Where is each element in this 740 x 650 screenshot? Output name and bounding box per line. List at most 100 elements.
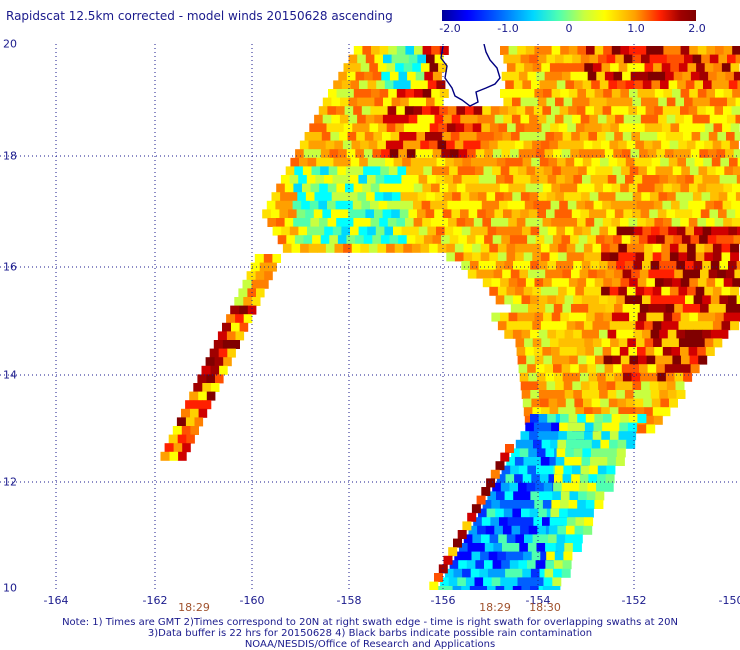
wind-cell: [537, 54, 547, 64]
wind-cell: [606, 465, 616, 475]
wind-cell: [601, 407, 611, 417]
wind-cell: [604, 364, 614, 374]
wind-cell: [719, 175, 729, 184]
wind-cell: [614, 132, 624, 141]
wind-cell: [719, 261, 729, 270]
wind-cell: [568, 278, 578, 288]
wind-cell: [715, 312, 725, 322]
wind-cell: [639, 269, 649, 279]
wind-cell: [318, 106, 328, 116]
wind-cell: [529, 381, 539, 391]
wind-cell: [606, 192, 616, 202]
wind-cell: [637, 414, 647, 423]
wind-cell: [542, 106, 552, 116]
wind-cell: [557, 439, 567, 449]
wind-cell: [702, 295, 712, 305]
wind-cell: [375, 226, 385, 236]
wind-cell: [708, 71, 718, 81]
wind-cell: [528, 372, 538, 382]
wind-cell: [676, 390, 686, 399]
wind-cell: [272, 254, 281, 263]
wind-cell: [616, 261, 626, 270]
wind-cell: [568, 89, 578, 98]
wind-cell: [160, 451, 170, 461]
wind-cell: [668, 175, 677, 184]
wind-cell: [520, 209, 530, 219]
wind-cell: [657, 304, 666, 313]
wind-cell: [566, 321, 576, 331]
wind-cell: [454, 243, 464, 253]
wind-cell: [589, 54, 599, 64]
wind-cell: [439, 218, 449, 227]
wind-cell: [612, 355, 622, 365]
wind-cell: [627, 422, 637, 432]
wind-cell: [651, 157, 661, 167]
wind-cell: [542, 218, 552, 227]
wind-cell: [420, 63, 430, 73]
wind-cell: [487, 175, 497, 184]
wind-cell: [411, 140, 421, 150]
wind-cell: [610, 63, 620, 73]
wind-cell: [605, 132, 615, 141]
wind-cell: [640, 132, 649, 141]
wind-cell: [376, 157, 386, 167]
wind-cell: [389, 149, 399, 159]
wind-cell: [465, 577, 475, 587]
wind-cell: [691, 132, 701, 141]
wind-cell: [672, 166, 682, 176]
wind-cell: [365, 114, 375, 124]
wind-cell: [658, 192, 668, 202]
wind-cell: [466, 235, 476, 245]
wind-cell: [710, 261, 720, 270]
wind-cell: [693, 295, 703, 305]
wind-cell: [628, 347, 638, 356]
wind-cell: [615, 381, 625, 391]
wind-cell: [336, 218, 346, 227]
wind-cell: [623, 381, 633, 391]
wind-cell: [607, 295, 617, 305]
wind-cell: [559, 422, 569, 432]
wind-cell: [572, 543, 582, 552]
wind-cell: [536, 372, 546, 382]
wind-cell: [612, 166, 622, 176]
wind-cell: [577, 500, 587, 509]
wind-cell: [553, 568, 563, 578]
wind-cell: [422, 218, 432, 227]
wind-cell: [724, 166, 734, 176]
wind-cell: [259, 279, 269, 289]
wind-cell: [281, 226, 291, 236]
wind-cell: [385, 157, 394, 167]
wind-cell: [507, 200, 517, 210]
wind-cell: [547, 295, 557, 305]
wind-cell: [413, 200, 422, 210]
wind-cell: [307, 157, 317, 167]
wind-cell: [668, 157, 678, 167]
wind-cell: [598, 192, 608, 202]
wind-cell: [618, 252, 628, 262]
wind-cell: [683, 114, 693, 124]
wind-cell: [695, 252, 705, 262]
wind-cell: [710, 192, 720, 202]
wind-cell: [737, 80, 740, 90]
wind-cell: [617, 157, 627, 167]
wind-cell: [421, 123, 431, 133]
wind-cell: [669, 243, 679, 253]
wind-cell: [427, 226, 437, 236]
wind-cell: [721, 243, 731, 253]
wind-cell: [642, 261, 651, 270]
wind-cell: [349, 175, 359, 184]
wind-cell: [694, 157, 704, 167]
wind-cell: [319, 183, 329, 193]
wind-cell: [560, 278, 570, 288]
wind-cell: [686, 157, 695, 167]
wind-cell: [644, 243, 654, 253]
wind-cell: [509, 235, 519, 245]
wind-cell: [487, 261, 497, 270]
colorbar-label: 2.0: [688, 22, 706, 35]
wind-cell: [629, 46, 638, 55]
wind-cell: [671, 106, 681, 116]
wind-cell: [335, 123, 345, 133]
wind-cell: [721, 140, 731, 150]
wind-cell: [479, 568, 489, 578]
wind-cell: [362, 183, 372, 193]
